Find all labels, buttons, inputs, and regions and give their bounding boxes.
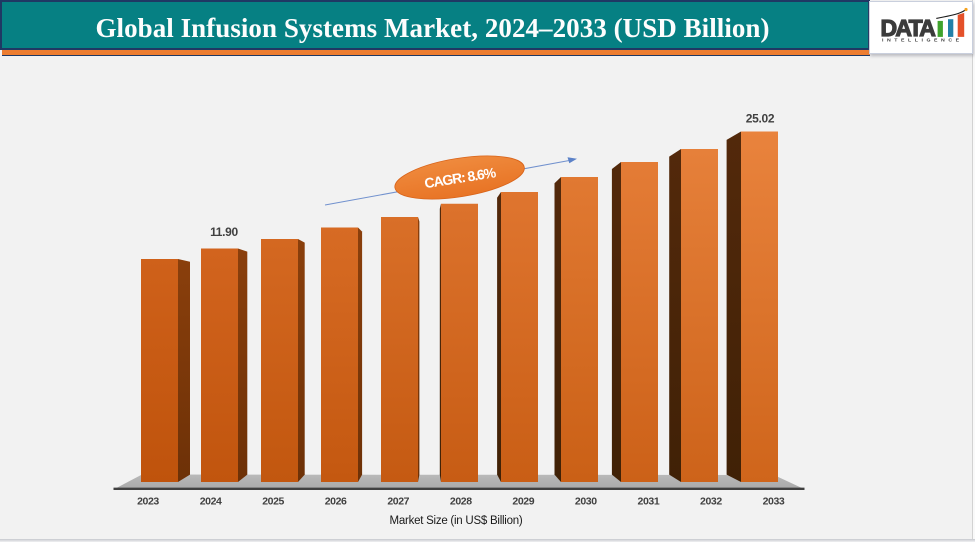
svg-text:2029: 2029 [512, 496, 534, 508]
svg-text:2032: 2032 [700, 496, 722, 508]
svg-text:11.90: 11.90 [210, 225, 238, 239]
svg-text:2026: 2026 [325, 496, 347, 508]
svg-text:2028: 2028 [450, 496, 472, 508]
svg-text:2030: 2030 [575, 496, 597, 508]
svg-text:2031: 2031 [638, 496, 660, 508]
svg-text:2023: 2023 [137, 496, 159, 508]
svg-text:2025: 2025 [262, 496, 284, 508]
svg-text:2024: 2024 [200, 496, 222, 508]
svg-text:2027: 2027 [387, 496, 409, 508]
svg-text:Market Size (in US$ Billion): Market Size (in US$ Billion) [390, 515, 523, 527]
svg-text:2033: 2033 [763, 496, 785, 508]
svg-text:25.02: 25.02 [746, 112, 775, 126]
